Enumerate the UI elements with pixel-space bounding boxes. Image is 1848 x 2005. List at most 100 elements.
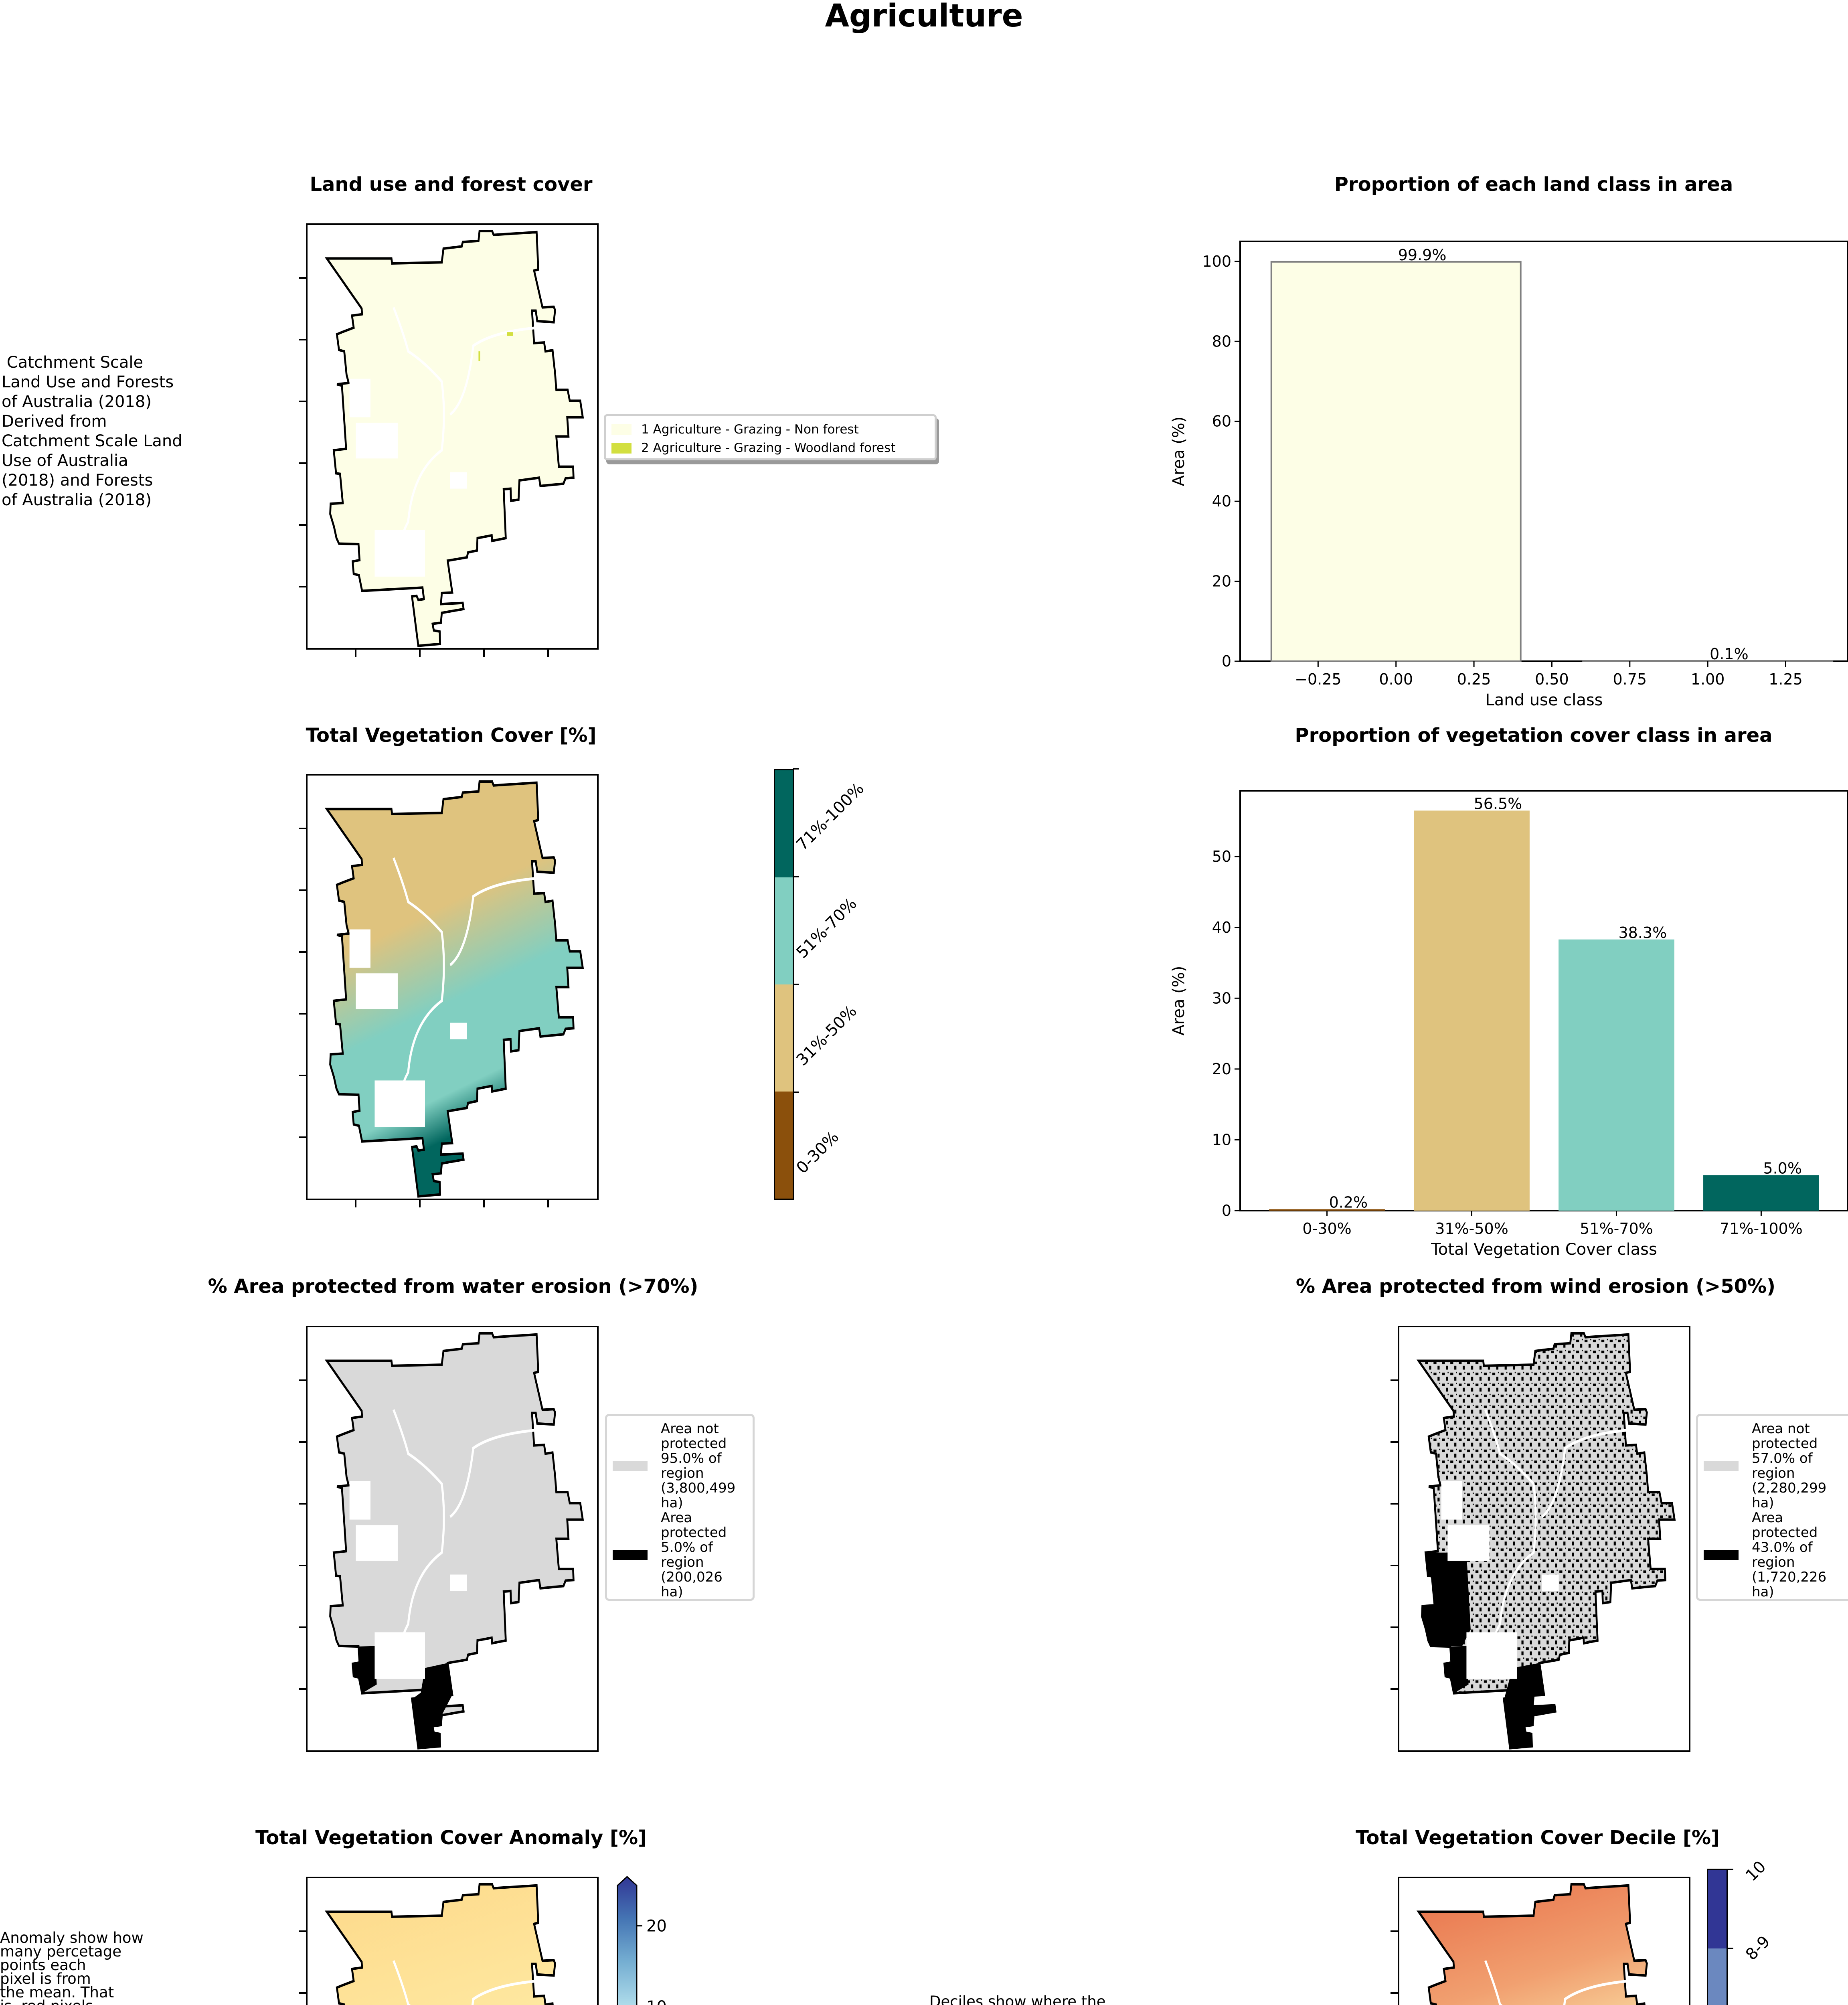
colorbar-segment [1708,1948,1727,2005]
plot-frame [1239,241,1848,662]
colorbar-tick [793,984,799,985]
y-tick-label: 20 [1212,573,1231,590]
x-tick-label: 1.00 [1691,670,1725,688]
bar [1703,1175,1819,1211]
colorbar-tick-label: 20 [646,1917,667,1936]
x-tick-label: −0.25 [1295,670,1341,688]
veg-class-chart-title: Proportion of vegetation cover class in … [1295,724,1773,747]
land-class-chart: 99.9% 0.1% 0 20 40 60 80 100 −0.25 0.00 0.25 0.50 0.… [1163,217,1848,710]
wind-erosion-legend: Area not protected 57.0% of region (2,28… [1696,1414,1848,1601]
veg-colorbar-labels: 0-30% 31%-50% 51%-70% 71%-100% [793,768,918,1200]
legend-swatch-non-forest [611,424,632,435]
legend-item: 1 Agriculture - Grazing - Non forest [611,420,929,439]
x-tick-label: 31%-50% [1435,1220,1508,1237]
y-tick-label: 100 [1202,253,1231,270]
colorbar-segment [775,1092,793,1199]
wind-erosion-map-title: % Area protected from wind erosion (>50%… [1295,1275,1776,1298]
decile-colorbar [1707,1869,1728,2005]
land-use-map [299,223,599,657]
land-class-chart-title: Proportion of each land class in area [1334,173,1733,196]
water-erosion-legend: Area not protected 95.0% of region (3,80… [605,1414,755,1601]
x-tick-label: 51%-70% [1580,1220,1653,1237]
colorbar-body [617,1875,638,2005]
anomaly-colorbar: 20100−10−20 [617,1875,667,2005]
masked-area [356,423,398,459]
decile-note: Deciles show where the pixel value lies … [929,1993,1106,2005]
colorbar-label: 51%-70% [793,894,860,962]
land-use-legend: 1 Agriculture - Grazing - Non forest 2 A… [604,414,937,460]
water-erosion-map-canvas [308,1327,597,1750]
colorbar-segment [775,877,793,984]
legend-label: 1 Agriculture - Grazing - Non forest [641,422,859,437]
river [393,857,445,1101]
colorbar-tick [793,876,799,877]
land-class-chart-svg: 99.9% 0.1% 0 20 40 60 80 100 −0.25 0.00 0.25 0.50 0.… [1170,241,1848,709]
legend-swatch-protected [613,1550,648,1560]
colorbar-tick [793,1091,799,1093]
legend-item: Area protected 43.0% of region (1,720,22… [1702,1511,1844,1600]
colorbar-label: 71%-100% [793,780,868,855]
protected-area [1444,1646,1469,1693]
land-use-map-canvas [308,225,597,648]
legend-item: Area not protected 57.0% of region (2,28… [1702,1422,1844,1511]
x-tick-label: 0-30% [1302,1220,1351,1237]
x-tick-label: 1.25 [1769,670,1803,688]
legend-swatch-not-protected [613,1461,648,1471]
legend-swatch-not-protected [1704,1461,1739,1471]
woodland-patch [507,332,513,336]
anomaly-map-canvas [308,1878,597,2005]
legend-item: Area not protected 95.0% of region (3,80… [611,1422,749,1511]
masked-area [374,530,425,577]
legend-item: Area protected 5.0% of region (200,026 h… [611,1511,749,1600]
river [449,876,553,966]
x-tick-label: 0.50 [1535,670,1569,688]
legend-item: 2 Agriculture - Grazing - Woodland fores… [611,439,929,457]
bar-data-label: 38.3% [1618,924,1667,942]
colorbar-tick-label: 10 [646,1998,667,2005]
bar [1269,1209,1385,1211]
river [393,306,445,551]
wind-erosion-map-canvas [1399,1327,1689,1750]
region-fill [1419,1884,1674,2005]
veg-cover-map [299,774,599,1207]
decile-colorbar-labels: 12-34-78-910 [1728,1857,1810,2005]
x-tick-label: 0.25 [1457,670,1491,688]
bar [1270,261,1522,662]
y-axis-label: Area (%) [1170,966,1188,1036]
bar-data-label: 0.1% [1710,645,1749,663]
bar-data-label: 5.0% [1763,1160,1802,1177]
bar [1414,810,1530,1211]
x-tick-label: 71%-100% [1720,1220,1803,1237]
river [449,325,553,416]
plot-frame [1239,790,1848,1211]
legend-label: Area not protected 57.0% of region (2,28… [1752,1421,1827,1511]
y-tick-label: 40 [1212,492,1231,510]
protected-area [1504,1663,1555,1748]
anomaly-map-title: Total Vegetation Cover Anomaly [%] [255,1827,647,1849]
page-title: Agriculture [825,0,1023,34]
decile-map-title: Total Vegetation Cover Decile [%] [1356,1827,1720,1849]
y-tick-label: 40 [1212,919,1231,936]
protected-area [412,1663,452,1748]
veg-cover-colorbar [774,769,794,1200]
anomaly-note: Anomaly show how many percetage points e… [0,1929,144,2005]
bar-data-label: 99.9% [1398,246,1447,264]
woodland-patch [478,351,480,361]
anomaly-map [299,1877,599,2005]
x-tick-label: 0.00 [1379,670,1413,688]
land-use-note: Catchment Scale Land Use and Forests of … [2,353,182,509]
colorbar-label: 31%-50% [793,1002,860,1070]
colorbar-label: 8-9 [1742,1932,1774,1964]
decile-map-canvas [1399,1878,1689,2005]
land-use-map-title: Land use and forest cover [310,173,593,196]
colorbar-tick [1728,1869,1733,1870]
veg-class-chart: 0.2% 56.5% 38.3% 5.0% 0 10 20 30 40 50 0-30% 31%-50… [1163,766,1848,1259]
colorbar-label: 10 [1742,1857,1770,1885]
legend-label: 2 Agriculture - Grazing - Woodland fores… [641,441,896,455]
masked-area [349,379,370,417]
bar [1559,939,1674,1211]
protected-area [1422,1552,1471,1646]
legend-swatch-woodland [611,442,632,454]
y-tick-label: 30 [1212,989,1231,1007]
y-tick-label: 20 [1212,1060,1231,1078]
